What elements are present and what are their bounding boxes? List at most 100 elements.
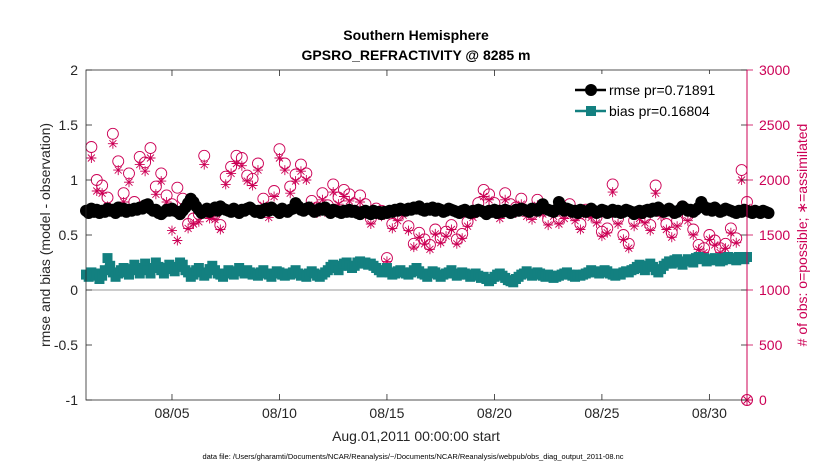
- obs-assimilated-marker: [451, 238, 462, 249]
- obs-assimilated-marker: [682, 215, 693, 226]
- obs-assimilated-marker: [86, 153, 97, 163]
- obs-assimilated-marker: [661, 224, 672, 235]
- x-tick-label: 08/30: [692, 405, 727, 421]
- obs-assimilated-marker: [252, 165, 263, 176]
- obs-assimilated-marker: [575, 224, 586, 235]
- obs-assimilated-marker: [623, 243, 634, 254]
- obs-assimilated-marker: [639, 217, 650, 228]
- right-tick-label: 2000: [759, 172, 790, 188]
- left-tick-label: 0: [70, 282, 78, 298]
- obs-assimilated-marker: [279, 165, 290, 176]
- obs-assimilated-marker: [333, 199, 344, 210]
- bias-marker: [177, 259, 188, 270]
- bias-marker: [102, 253, 113, 264]
- right-axis: 0 500 1000 1500 2000 2500 3000: [746, 62, 790, 408]
- obs-assimilated-marker: [650, 188, 661, 199]
- obs-assimilated-marker: [247, 180, 258, 191]
- obs-assimilated-marker: [338, 191, 349, 202]
- obs-assimilated-marker: [236, 160, 247, 171]
- obs-assimilated-marker: [123, 177, 134, 188]
- obs-assimilated-marker: [365, 219, 376, 229]
- bias-marker: [145, 268, 156, 279]
- x-tick-label: 08/25: [584, 405, 619, 421]
- obs-assimilated-marker: [462, 221, 473, 232]
- obs-assimilated-marker: [204, 213, 215, 224]
- obs-assimilated-marker: [274, 153, 285, 163]
- plot-area: [80, 127, 775, 406]
- obs-assimilated-marker: [596, 231, 607, 242]
- obs-assimilated-marker: [150, 189, 161, 200]
- obs-assimilated-marker: [91, 186, 102, 196]
- obs-possible-marker: [106, 127, 119, 140]
- obs-assimilated-marker: [290, 176, 301, 187]
- bias-marker: [140, 258, 151, 269]
- obs-assimilated-marker: [414, 232, 425, 243]
- obs-assimilated-marker: [387, 223, 398, 234]
- obs-assimilated-marker: [381, 256, 392, 267]
- bias-marker: [97, 270, 108, 281]
- left-tick-label: 1.5: [59, 117, 79, 133]
- obs-assimilated-marker: [559, 213, 570, 224]
- obs-assimilated-marker: [424, 244, 435, 255]
- obs-assimilated-marker: [484, 194, 495, 205]
- left-tick-label: -0.5: [54, 337, 78, 353]
- left-axis: -1 -0.5 0 0.5 1 1.5 2: [54, 62, 747, 408]
- obs-possible-marker: [735, 164, 748, 177]
- obs-assimilated-marker: [215, 224, 226, 235]
- obs-assimilated-marker: [725, 227, 736, 238]
- obs-assimilated-marker: [478, 191, 489, 202]
- obs-assimilated-marker: [602, 227, 613, 238]
- obs-assimilated-marker: [435, 237, 446, 248]
- obs-assimilated-marker: [344, 195, 355, 206]
- obs-possible-marker: [85, 141, 98, 153]
- y-axis-label-right: # of obs: o=possible; ∗=assimilated: [794, 124, 810, 347]
- obs-assimilated-marker: [242, 176, 253, 187]
- x-tick-label: 08/10: [262, 405, 297, 421]
- obs-assimilated-marker: [720, 243, 731, 254]
- obs-assimilated-marker: [140, 166, 151, 177]
- right-tick-label: 0: [759, 392, 767, 408]
- left-tick-label: 2: [70, 62, 78, 78]
- x-axis: 08/05 08/10 08/15 08/20 08/25 08/30: [154, 70, 727, 421]
- bias-marker: [148, 263, 159, 273]
- rmse-marker: [762, 207, 775, 219]
- left-tick-label: -1: [66, 392, 79, 408]
- obs-assimilated-marker: [672, 221, 683, 232]
- obs-assimilated-marker: [543, 220, 554, 231]
- obs-assimilated-marker: [199, 159, 210, 170]
- obs-assimilated-marker: [317, 194, 328, 205]
- x-tick-label: 08/05: [154, 405, 189, 421]
- obs-assimilated-marker: [570, 215, 581, 226]
- obs-assimilated-marker: [145, 153, 156, 163]
- obs-assimilated-marker: [731, 237, 742, 248]
- x-tick-label: 08/20: [477, 405, 512, 421]
- obs-assimilated-marker: [134, 159, 145, 170]
- legend-bias-label: bias pr=0.16804: [609, 103, 710, 119]
- obs-assimilated-marker: [494, 213, 505, 224]
- obs-assimilated-marker: [355, 197, 366, 207]
- obs-assimilated-marker: [607, 187, 618, 198]
- obs-assimilated-marker: [301, 175, 312, 185]
- obs-assimilated-marker: [263, 212, 274, 223]
- obs-assimilated-marker: [693, 244, 704, 255]
- obs-assimilated-marker: [441, 231, 452, 242]
- obs-assimilated-marker: [408, 242, 419, 253]
- bias-marker: [91, 268, 102, 279]
- bias-marker: [105, 260, 116, 271]
- legend-rmse-label: rmse pr=0.71891: [609, 82, 715, 98]
- legend-bias-marker: [586, 106, 596, 116]
- obs-assimilated-marker: [419, 238, 430, 249]
- obs-assimilated-marker: [618, 234, 629, 245]
- obs-assimilated-marker: [183, 223, 194, 234]
- obs-possible-marker: [144, 142, 157, 155]
- bias-marker: [158, 268, 169, 279]
- obs-assimilated-marker: [457, 233, 468, 244]
- obs-assimilated-marker: [537, 209, 548, 220]
- right-tick-label: 2500: [759, 117, 790, 133]
- obs-assimilated-marker: [161, 197, 172, 207]
- obs-assimilated-marker: [715, 247, 726, 258]
- obs-assimilated-marker: [166, 225, 177, 236]
- obs-assimilated-marker: [295, 166, 306, 177]
